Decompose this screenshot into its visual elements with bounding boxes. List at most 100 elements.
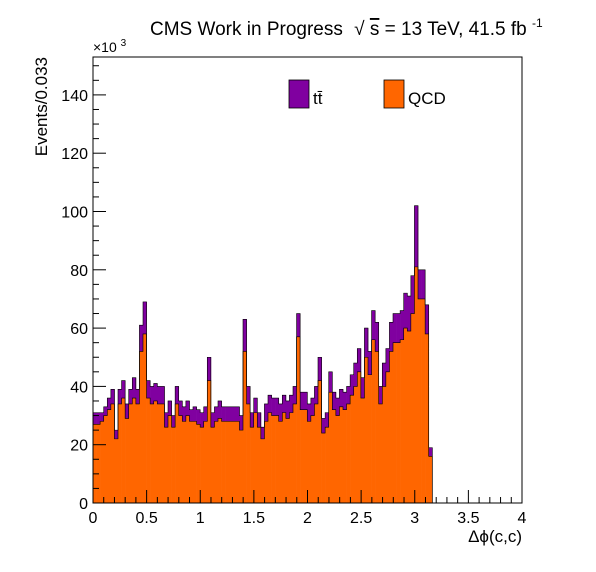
bar-qcd <box>300 409 305 503</box>
bar-ttbar <box>128 389 133 404</box>
bar-ttbar <box>378 386 383 404</box>
x-tick-label: 1 <box>196 510 205 527</box>
bar-qcd <box>196 424 201 503</box>
bar-qcd <box>307 421 312 503</box>
bar-qcd <box>221 421 226 503</box>
bar-qcd <box>100 421 105 503</box>
bar-qcd <box>253 412 258 503</box>
bar-qcd <box>357 371 362 503</box>
bar-qcd <box>375 351 380 503</box>
bar-ttbar <box>117 389 122 404</box>
y-multiplier-exp: 3 <box>121 38 127 49</box>
bar-ttbar <box>282 395 287 413</box>
y-tick-label: 120 <box>61 146 88 163</box>
bar-qcd <box>353 386 358 503</box>
bar-qcd <box>292 403 297 503</box>
bar-qcd <box>125 418 130 503</box>
y-tick-label: 0 <box>79 496 88 513</box>
bar-qcd <box>410 313 415 503</box>
bar-ttbar <box>342 392 347 410</box>
bar-ttbar <box>328 371 333 393</box>
bar-qcd <box>328 392 333 503</box>
bar-qcd <box>242 351 247 503</box>
bar-ttbar <box>403 293 408 329</box>
bar-ttbar <box>121 380 126 399</box>
bar-ttbar <box>292 386 297 404</box>
bar-qcd <box>407 331 412 503</box>
bar-ttbar <box>296 313 301 337</box>
bar-qcd <box>389 351 394 503</box>
bar-ttbar <box>360 377 365 399</box>
bar-qcd <box>189 421 194 503</box>
bar-ttbar <box>207 357 212 381</box>
bar-ttbar <box>157 386 162 404</box>
total-outline <box>92 205 433 503</box>
bar-qcd <box>310 415 315 503</box>
bar-ttbar <box>153 383 158 401</box>
bar-ttbar <box>235 406 240 422</box>
bar-ttbar <box>407 296 412 332</box>
bar-ttbar <box>385 348 390 372</box>
title-energy: = 13 TeV, 41.5 fb <box>385 19 527 40</box>
chart-title: CMS Work in Progress √ s = 13 TeV, 41.5 … <box>150 16 543 40</box>
y-multiplier: ×10 3 <box>93 38 127 55</box>
bar-ttbar <box>100 412 105 422</box>
bar-ttbar <box>410 275 415 314</box>
bar-ttbar <box>350 374 355 396</box>
bar-qcd <box>128 403 133 503</box>
bar-ttbar <box>400 310 405 340</box>
bar-qcd <box>378 403 383 503</box>
bar-qcd <box>414 266 419 503</box>
bar-qcd <box>260 438 265 503</box>
bar-ttbar <box>253 398 258 413</box>
bar-ttbar <box>307 403 312 422</box>
bar-ttbar <box>132 377 137 399</box>
legend-label-ttbar: tt̄ <box>313 89 323 108</box>
bar-ttbar <box>225 406 230 422</box>
bar-ttbar <box>228 406 233 422</box>
y-tick-label: 100 <box>61 204 88 221</box>
bar-ttbar <box>285 400 290 419</box>
bar-qcd <box>428 456 433 503</box>
histogram-bars <box>92 205 433 503</box>
bar-qcd <box>210 427 215 503</box>
bar-ttbar <box>314 386 319 404</box>
bar-ttbar <box>142 301 147 334</box>
legend: tt̄ QCD <box>288 79 446 109</box>
bar-qcd <box>107 409 112 503</box>
bar-ttbar <box>232 406 237 422</box>
bar-ttbar <box>392 313 397 343</box>
bar-ttbar <box>114 430 119 439</box>
bar-ttbar <box>189 409 194 422</box>
bar-ttbar <box>332 392 337 410</box>
bar-ttbar <box>110 389 115 404</box>
bar-ttbar <box>139 325 144 352</box>
bar-qcd <box>289 412 294 503</box>
bar-qcd <box>400 339 405 503</box>
bar-qcd <box>103 415 108 503</box>
y-multiplier-base: ×10 <box>93 39 117 55</box>
legend-swatch-ttbar <box>288 79 310 109</box>
bar-ttbar <box>146 380 151 399</box>
bar-qcd <box>403 328 408 503</box>
legend-label-qcd: QCD <box>408 89 446 108</box>
bar-qcd <box>214 421 219 503</box>
y-tick-label: 140 <box>61 88 88 105</box>
bar-qcd <box>93 424 97 503</box>
bar-qcd <box>296 336 301 503</box>
bar-qcd <box>257 427 262 503</box>
bar-qcd <box>175 403 180 503</box>
y-tick-label: 40 <box>70 379 88 396</box>
bar-qcd <box>203 421 208 503</box>
bar-qcd <box>396 342 401 503</box>
bar-qcd <box>392 342 397 503</box>
bar-ttbar <box>107 398 112 410</box>
bar-ttbar <box>303 392 308 410</box>
bar-ttbar <box>196 409 201 425</box>
bar-qcd <box>321 433 326 503</box>
bar-ttbar <box>167 400 172 416</box>
title-exponent: -1 <box>532 16 543 30</box>
bar-qcd <box>121 398 126 503</box>
y-axis-label: Events/0.033 <box>32 57 51 156</box>
